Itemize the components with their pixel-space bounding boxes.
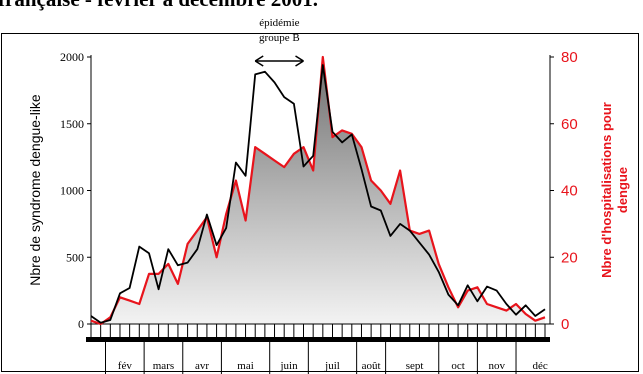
- right-axis-title: dengue: [615, 167, 630, 213]
- left-tick-label: 1500: [60, 117, 84, 131]
- left-tick-label: 2000: [60, 50, 84, 64]
- right-tick-label: 60: [561, 116, 578, 133]
- month-label: juin: [279, 360, 298, 372]
- right-axis-title: Nbre d'hospitalisations pour: [599, 102, 614, 278]
- month-label: mars: [153, 360, 174, 372]
- month-label: fév: [118, 360, 133, 372]
- week-band: [86, 337, 550, 342]
- month-label: oct: [451, 360, 464, 372]
- month-label: sept: [406, 360, 424, 372]
- month-label: mai: [237, 360, 254, 372]
- right-tick-label: 20: [561, 249, 578, 266]
- left-axis-title: Nbre de syndrome dengue-like: [27, 94, 43, 286]
- dengue-like-line: [90, 64, 546, 324]
- month-label: avr: [195, 360, 209, 372]
- left-tick-label: 1000: [60, 184, 84, 198]
- annotation-arrowhead-left: [254, 55, 264, 67]
- annotation-text: groupe B: [259, 32, 300, 44]
- left-tick-label: 0: [78, 317, 84, 331]
- annotation-text: épidémie: [259, 17, 299, 29]
- chart-frame: [1, 33, 639, 372]
- annotation-arrowhead-right: [295, 55, 304, 67]
- month-label: août: [362, 360, 381, 372]
- right-tick-label: 80: [561, 49, 578, 66]
- month-label: déc: [533, 360, 548, 372]
- month-label: nov: [488, 360, 505, 372]
- chart-title: française - février à décembre 2001.: [0, 0, 318, 12]
- axes-layer: [86, 55, 554, 374]
- month-label: juil: [324, 360, 340, 372]
- labels-layer: 0 500 1000 1500 2000 0 20 40 60 80 fév mars avr mai ju…: [27, 17, 630, 372]
- left-tick-label: 500: [66, 250, 84, 264]
- right-tick-label: 0: [561, 316, 569, 333]
- right-tick-label: 40: [561, 183, 578, 200]
- lines-layer: [90, 55, 546, 326]
